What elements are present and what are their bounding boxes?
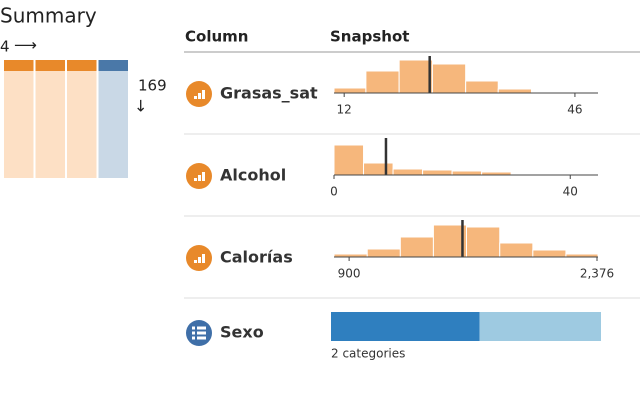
histogram-bar: [466, 226, 501, 258]
icon-glyph: [198, 93, 201, 99]
icon-glyph: [194, 178, 197, 181]
snapshot-header: Snapshot: [330, 28, 409, 46]
histogram-bar: [363, 162, 394, 176]
column-header-cell: [98, 60, 128, 71]
right-arrow: ⟶: [14, 36, 37, 55]
category-bar: [331, 312, 480, 341]
histogram-bar: [392, 168, 424, 176]
column-name: Alcohol: [220, 166, 286, 185]
histogram-bar: [365, 70, 400, 94]
histogram-bar: [422, 169, 453, 176]
histogram-bar: [333, 87, 367, 94]
category-bar: [479, 312, 601, 341]
histogram-bar: [532, 249, 567, 258]
tick-label: 0: [330, 185, 338, 199]
tick-label: 2,376: [580, 267, 614, 281]
column-header: Column: [185, 28, 248, 46]
column-header-cell: [35, 60, 65, 71]
histogram-bar: [398, 59, 433, 94]
histogram-bar: [366, 248, 401, 258]
category-count: 2 categories: [331, 347, 405, 361]
tick-label: 900: [338, 267, 361, 281]
icon-glyph: [197, 326, 206, 330]
icon-glyph: [192, 336, 195, 340]
column-body-cell: [67, 71, 97, 178]
tick-label: 40: [563, 185, 578, 199]
summary-title: Summary: [0, 4, 97, 28]
icon-glyph: [197, 331, 206, 335]
column-header-cell: [67, 60, 97, 71]
histogram-bar: [451, 170, 483, 176]
histogram-bar: [499, 242, 534, 258]
icon-glyph: [194, 96, 197, 99]
histogram-bar: [465, 80, 499, 94]
tick-label: 46: [567, 103, 582, 117]
histogram-bar: [431, 63, 467, 94]
histogram-bar: [399, 236, 434, 258]
down-arrow: ↓: [134, 97, 147, 116]
icon-glyph: [192, 331, 195, 335]
histogram-bar: [497, 88, 532, 94]
icon-glyph: [194, 260, 197, 263]
row-count: 169: [138, 77, 167, 95]
histogram-bar: [333, 144, 365, 176]
tick-label: 12: [337, 103, 352, 117]
column-body-cell: [35, 71, 65, 178]
icon-glyph: [202, 254, 205, 263]
icon-glyph: [198, 257, 201, 263]
icon-glyph: [202, 172, 205, 181]
column-header-cell: [4, 60, 34, 71]
column-count: 4: [0, 38, 10, 56]
column-name: Grasas_sat: [220, 84, 318, 103]
icon-glyph: [197, 336, 206, 340]
column-body-cell: [98, 71, 128, 178]
icon-glyph: [202, 90, 205, 99]
column-name: Calorías: [220, 248, 293, 267]
column-body-cell: [4, 71, 34, 178]
icon-glyph: [198, 175, 201, 181]
icon-glyph: [192, 326, 195, 330]
column-name: Sexo: [220, 323, 264, 342]
